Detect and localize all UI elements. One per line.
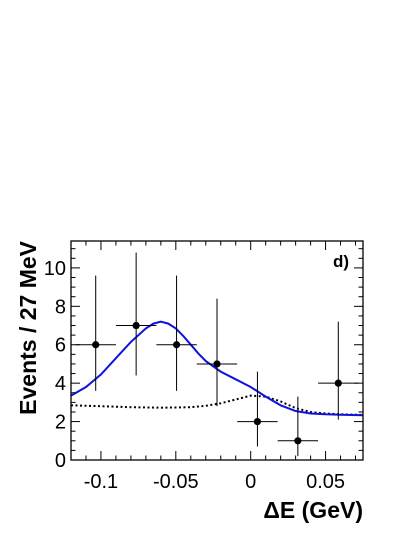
data-point xyxy=(75,275,116,391)
y-tick-label: 2 xyxy=(55,412,66,434)
data-marker xyxy=(253,417,262,426)
data-marker xyxy=(294,437,302,445)
y-tick-label: 10 xyxy=(44,258,66,280)
data-point xyxy=(237,371,278,447)
x-tick-label: -0.05 xyxy=(153,471,199,493)
y-tick-label: 0 xyxy=(55,450,66,472)
data-marker xyxy=(334,379,342,387)
y-tick-label: 4 xyxy=(55,373,66,395)
x-tick-label: 0 xyxy=(245,471,256,493)
panel-label: d) xyxy=(333,252,349,271)
data-point xyxy=(277,396,319,457)
y-axis-title: Events / 27 MeV xyxy=(15,240,41,415)
data-marker xyxy=(213,360,221,368)
axis-ticks xyxy=(70,241,363,461)
y-tick-label: 6 xyxy=(55,335,66,357)
x-axis-title: ΔE (GeV) xyxy=(263,497,363,523)
x-tick-label: -0.1 xyxy=(84,471,118,493)
tick-labels: -0.1 -0.05 0 0.05 0 2 4 6 8 10 xyxy=(44,258,345,493)
y-tick-label: 8 xyxy=(55,296,66,318)
data-marker xyxy=(132,321,140,330)
data-point xyxy=(115,252,157,376)
data-point xyxy=(196,298,238,407)
data-point xyxy=(156,275,197,391)
x-tick-label: 0.05 xyxy=(306,471,345,493)
data-points-layer xyxy=(75,252,359,457)
data-marker xyxy=(172,341,181,349)
data-point xyxy=(318,321,359,420)
data-marker xyxy=(92,341,100,349)
plot-frame xyxy=(70,240,364,461)
